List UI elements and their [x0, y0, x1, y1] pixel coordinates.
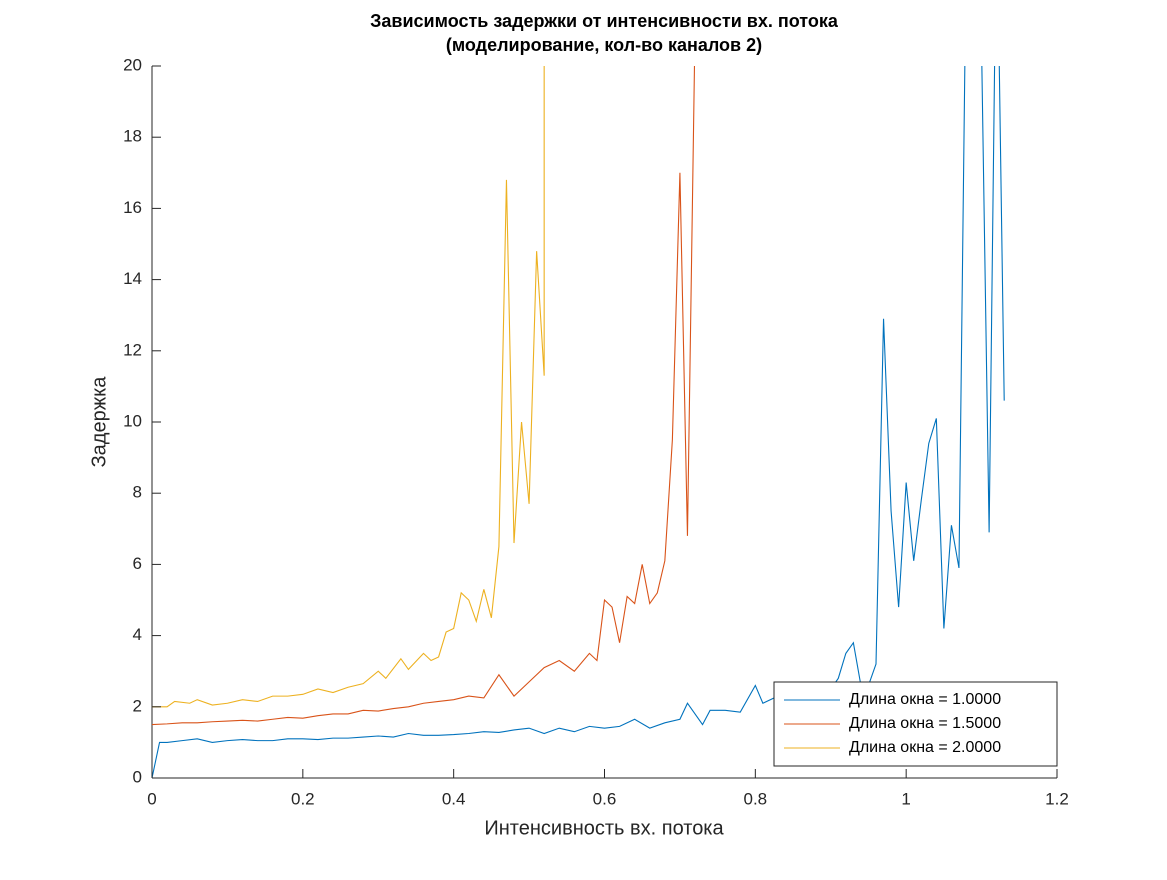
chart-title: Зависимость задержки от интенсивности вх… [370, 11, 839, 31]
y-tick-label: 10 [123, 411, 142, 430]
x-tick-label: 0.6 [593, 789, 617, 808]
y-axis-label: Задержка [88, 376, 110, 468]
y-tick-label: 18 [123, 127, 142, 146]
x-tick-label: 0 [147, 789, 156, 808]
y-tick-label: 12 [123, 340, 142, 359]
y-tick-label: 8 [133, 483, 142, 502]
series-line [152, 66, 696, 726]
x-tick-label: 0.8 [744, 789, 768, 808]
x-tick-label: 1 [901, 789, 910, 808]
x-tick-label: 1.2 [1045, 789, 1069, 808]
series-line [152, 66, 545, 708]
x-tick-label: 0.2 [291, 789, 315, 808]
legend-label: Длина окна = 2.0000 [849, 739, 1001, 756]
y-tick-label: 6 [133, 554, 142, 573]
plot-area [152, 66, 1005, 778]
y-tick-label: 20 [123, 55, 142, 74]
x-tick-label: 0.4 [442, 789, 466, 808]
legend-label: Длина окна = 1.5000 [849, 715, 1001, 732]
y-tick-label: 2 [133, 696, 142, 715]
y-tick-label: 14 [123, 269, 142, 288]
y-tick-label: 16 [123, 198, 142, 217]
series-line [152, 66, 1005, 778]
y-tick-label: 0 [133, 767, 142, 786]
x-axis-label: Интенсивность вх. потока [484, 817, 724, 839]
legend-label: Длина окна = 1.0000 [849, 691, 1001, 708]
chart-subtitle: (моделирование, кол-во каналов 2) [446, 35, 762, 55]
y-tick-label: 4 [133, 625, 142, 644]
